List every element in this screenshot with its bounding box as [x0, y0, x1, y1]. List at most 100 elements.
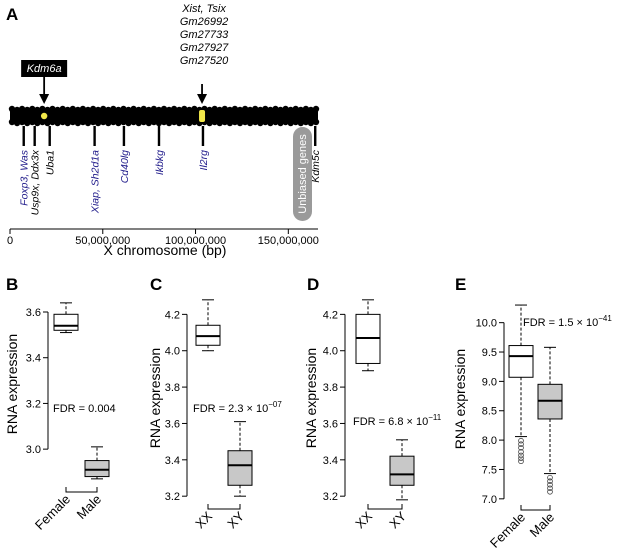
- y-tick-label: 8.5: [482, 406, 497, 418]
- a-gene-point: [287, 106, 294, 114]
- a-gene-point: [257, 119, 264, 127]
- a-gene-label: Ikbkg: [154, 150, 166, 175]
- a-gene-label: Usp9x, Ddx3x: [30, 149, 42, 215]
- a-gene-point: [267, 106, 274, 114]
- a-gene-point: [74, 106, 82, 114]
- a-gene-point: [160, 105, 168, 113]
- a-gene-point: [241, 105, 249, 113]
- a-gene-point: [236, 106, 244, 114]
- a-unbiased-pill: [293, 127, 312, 221]
- a-x-tick-label: 50,000,000: [75, 235, 130, 247]
- box-outlier: [518, 449, 524, 455]
- a-gene-point: [211, 105, 218, 113]
- x-category-label: Female: [32, 492, 73, 533]
- a-gene-point: [160, 118, 168, 126]
- a-gene-point: [277, 119, 284, 127]
- box-outlier: [547, 478, 553, 485]
- a-gene-point: [24, 119, 31, 127]
- a-kdm6a-label-box: [21, 60, 68, 77]
- y-axis-title: RNA expression: [452, 349, 468, 449]
- box-outlier: [518, 458, 524, 465]
- y-tick-label: 7.0: [482, 494, 497, 506]
- x-axis-bracket: [367, 504, 403, 510]
- a-gene-point: [170, 105, 178, 113]
- x-category-label: Male: [527, 510, 558, 541]
- a-gene-point: [155, 106, 163, 114]
- a-x-axis-title: X chromosome (bp): [104, 242, 227, 258]
- a-gene-point: [216, 119, 223, 127]
- a-gene-point: [236, 119, 244, 127]
- a-gene-point: [125, 119, 132, 127]
- y-tick-label: 3.8: [323, 382, 338, 394]
- panel-c-boxplot: C 3.2 3.4 3.6 3.8 4.0 4.2 RNA expression XX XY FD…: [147, 275, 282, 531]
- a-x-tick-label: 150,000,000: [258, 235, 319, 247]
- fdr-annotation: FDR = 1.5 × 10−41: [523, 314, 612, 329]
- a-gene-point: [110, 118, 117, 126]
- a-gene-point: [89, 105, 97, 113]
- a-x-tick-label: 100,000,000: [165, 235, 226, 247]
- panel-e-boxplot: E 7.0 7.5 8.0 8.5 9.0 9.5 10.0 RNA expression Fe…: [452, 275, 612, 548]
- a-gene-point: [272, 118, 279, 126]
- y-axis-title: RNA expression: [147, 348, 163, 448]
- fdr-annotation: FDR = 0.004: [53, 403, 116, 415]
- box-outlier: [518, 455, 524, 462]
- a-gene-point: [257, 106, 264, 114]
- a-gene-point: [221, 105, 228, 113]
- a-gene-point: [312, 118, 320, 126]
- a-gene-point: [130, 118, 137, 126]
- a-gene-point: [186, 119, 193, 127]
- x-category-label: XY: [386, 508, 409, 531]
- a-gene-label: Il2rg: [198, 150, 210, 171]
- a-gene-point: [221, 118, 228, 126]
- a-gene-point: [13, 106, 21, 114]
- y-tick-label: 4.0: [323, 346, 338, 358]
- y-tick-label: 3.6: [323, 418, 338, 430]
- a-xist-label-line: Gm27927: [180, 42, 229, 54]
- a-xist-arrowhead: [197, 94, 208, 104]
- panel-a-gene-map: A 0 50,000,000 100,000,000 150,000,000 Foxp3…: [6, 3, 322, 258]
- a-gene-point: [307, 106, 315, 114]
- panel-a-label: A: [6, 5, 18, 24]
- panel-b-boxplot: B 3.0 3.2 3.4 3.6 RNA expression Female Male FD…: [4, 275, 116, 533]
- a-gene-point: [100, 118, 107, 126]
- a-gene-point: [94, 106, 102, 114]
- a-gene-point: [216, 106, 223, 114]
- y-tick-label: 3.2: [165, 491, 180, 503]
- a-gene-point: [59, 105, 66, 113]
- a-gene-point: [181, 105, 188, 113]
- y-tick-label: 3.2: [323, 491, 338, 503]
- a-gene-label: Uba1: [45, 150, 57, 175]
- y-tick-label: 9.5: [482, 347, 497, 359]
- fdr-exponent: −07: [268, 400, 282, 409]
- a-gene-point: [110, 105, 117, 113]
- a-gene-point: [246, 119, 254, 127]
- a-gene-point: [115, 119, 122, 127]
- a-gene-point: [165, 106, 173, 114]
- a-gene-point: [39, 105, 46, 113]
- a-gene-label: Kdm5c: [310, 149, 322, 182]
- a-gene-point: [54, 106, 61, 114]
- a-gene-point: [120, 118, 127, 126]
- y-tick-label: 4.2: [165, 309, 180, 321]
- a-gene-point: [64, 119, 71, 127]
- a-gene-point: [29, 105, 36, 113]
- box-outlier: [518, 441, 524, 448]
- a-gene-point: [49, 105, 56, 113]
- a-gene-point: [34, 119, 41, 127]
- y-tick-label: 3.6: [165, 418, 180, 430]
- a-gene-point: [74, 119, 82, 127]
- a-gene-point: [272, 105, 279, 113]
- a-xist-label-line: Xist, Tsix: [181, 3, 226, 15]
- a-gene-point: [262, 118, 269, 126]
- a-gene-point: [252, 105, 259, 113]
- a-gene-point: [277, 106, 284, 114]
- a-gene-point: [18, 118, 26, 126]
- y-tick-label: 3.4: [323, 455, 338, 467]
- y-tick-label: 3.0: [26, 444, 41, 456]
- box-outlier: [547, 485, 553, 492]
- a-gene-marker: [314, 126, 317, 146]
- box-outlier: [518, 437, 524, 444]
- a-gene-marker: [48, 126, 51, 146]
- panel-d-label: D: [307, 275, 319, 294]
